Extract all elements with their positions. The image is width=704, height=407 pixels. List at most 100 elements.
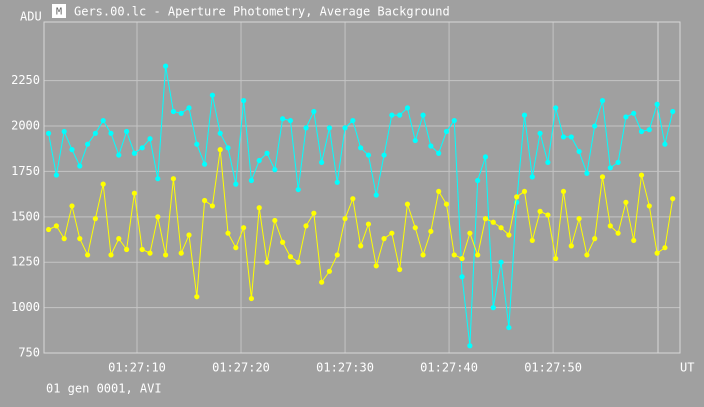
data-point bbox=[631, 237, 637, 244]
data-point bbox=[123, 246, 130, 253]
data-point bbox=[209, 203, 216, 209]
data-point bbox=[576, 148, 582, 155]
data-point bbox=[209, 92, 216, 98]
data-point bbox=[459, 274, 465, 280]
data-point bbox=[584, 170, 590, 176]
data-point bbox=[248, 177, 255, 184]
data-point bbox=[53, 223, 59, 229]
data-point bbox=[576, 216, 582, 222]
data-point bbox=[217, 130, 223, 136]
data-point bbox=[521, 188, 528, 195]
data-point bbox=[373, 263, 379, 269]
data-point bbox=[436, 150, 442, 156]
data-point bbox=[241, 98, 247, 104]
data-point bbox=[490, 219, 496, 225]
data-point bbox=[256, 205, 262, 211]
data-point bbox=[436, 188, 442, 195]
x-tick-label: 01:27:50 bbox=[524, 361, 582, 375]
data-point bbox=[412, 225, 418, 231]
data-point bbox=[553, 105, 559, 111]
data-point bbox=[451, 117, 457, 124]
data-point bbox=[334, 179, 340, 185]
data-point bbox=[592, 123, 598, 129]
data-point bbox=[225, 230, 231, 236]
data-point bbox=[381, 236, 387, 242]
data-point bbox=[326, 268, 333, 274]
y-tick-label: 1000 bbox=[11, 300, 40, 314]
data-point bbox=[373, 192, 379, 198]
data-point bbox=[358, 243, 364, 249]
data-point bbox=[615, 230, 621, 236]
x-tick-label: 01:27:30 bbox=[316, 361, 374, 375]
data-point bbox=[131, 190, 137, 196]
data-point bbox=[381, 152, 387, 158]
data-point bbox=[225, 145, 231, 151]
data-point bbox=[287, 117, 294, 124]
data-point bbox=[202, 197, 208, 204]
data-point bbox=[45, 130, 52, 136]
data-point bbox=[170, 108, 177, 115]
data-point bbox=[77, 236, 83, 242]
data-point bbox=[537, 130, 543, 136]
y-tick-label: 2250 bbox=[11, 73, 40, 87]
data-point bbox=[241, 225, 247, 231]
data-point bbox=[350, 117, 356, 124]
data-point bbox=[69, 147, 75, 153]
data-point bbox=[77, 163, 83, 169]
data-point bbox=[443, 201, 450, 207]
data-point bbox=[482, 216, 489, 222]
data-point bbox=[607, 223, 613, 229]
data-point bbox=[342, 216, 348, 222]
data-point bbox=[467, 343, 473, 349]
data-point bbox=[420, 252, 426, 258]
data-point bbox=[428, 143, 434, 149]
data-point bbox=[537, 208, 543, 214]
data-point bbox=[514, 194, 520, 200]
data-point bbox=[599, 98, 606, 104]
data-point bbox=[521, 112, 528, 118]
x-tick-label: 01:27:10 bbox=[108, 361, 166, 375]
data-point bbox=[272, 217, 278, 224]
data-point bbox=[108, 130, 114, 136]
data-point bbox=[560, 188, 567, 195]
data-point bbox=[287, 254, 294, 260]
data-point bbox=[69, 203, 75, 209]
data-point bbox=[61, 236, 67, 242]
data-point bbox=[420, 112, 426, 118]
data-point bbox=[568, 243, 574, 249]
data-point bbox=[506, 324, 512, 331]
data-point bbox=[280, 239, 286, 245]
data-point bbox=[147, 250, 153, 256]
data-point bbox=[233, 245, 239, 251]
footer: 01 gen 0001, AVI bbox=[46, 382, 162, 396]
data-point bbox=[194, 294, 200, 300]
data-point bbox=[529, 174, 535, 180]
data-point bbox=[389, 230, 395, 236]
data-point bbox=[662, 141, 668, 147]
data-point bbox=[404, 201, 411, 207]
data-point bbox=[295, 186, 301, 193]
data-point bbox=[170, 176, 177, 182]
data-point bbox=[186, 105, 192, 111]
data-point bbox=[389, 112, 395, 118]
data-point bbox=[178, 110, 184, 116]
data-point bbox=[264, 259, 270, 265]
y-tick-label: 2000 bbox=[11, 119, 40, 133]
data-point bbox=[623, 114, 629, 120]
data-point bbox=[272, 167, 278, 173]
data-point bbox=[248, 295, 255, 302]
data-point bbox=[638, 128, 645, 135]
data-point bbox=[662, 245, 668, 251]
data-point bbox=[178, 250, 184, 256]
data-point bbox=[568, 134, 574, 140]
data-point bbox=[467, 230, 473, 236]
data-point bbox=[506, 232, 512, 238]
data-point bbox=[451, 252, 457, 258]
y-axis-label: ADU bbox=[20, 10, 42, 24]
data-point bbox=[100, 117, 106, 124]
data-point bbox=[319, 279, 325, 285]
data-point bbox=[334, 252, 340, 258]
data-point bbox=[498, 259, 504, 265]
data-point bbox=[295, 259, 301, 265]
